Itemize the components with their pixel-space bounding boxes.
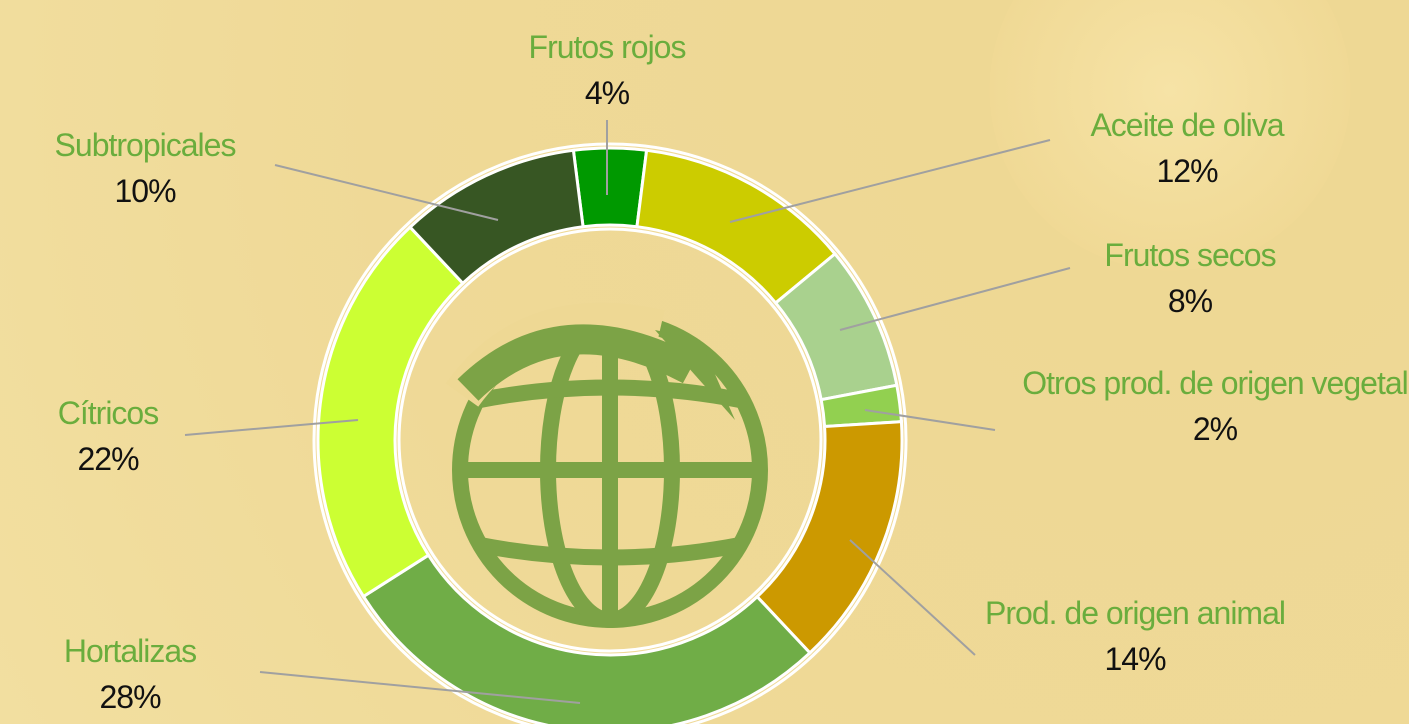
leader-line	[839, 267, 1071, 331]
value-label: 28%	[99, 679, 161, 715]
category-label: Prod. de origen animal	[985, 595, 1286, 631]
donut-segment	[571, 146, 649, 229]
data-label: Frutos secos 8%	[1104, 232, 1276, 324]
globe-icon	[445, 302, 768, 628]
leader-line	[849, 539, 976, 656]
data-label: Frutos rojos 4%	[528, 24, 687, 116]
value-label: 14%	[1104, 641, 1166, 677]
value-label: 2%	[1192, 411, 1238, 447]
value-label: 12%	[1156, 153, 1218, 189]
outer-ring	[312, 142, 908, 724]
leader-line	[184, 419, 359, 436]
leader-line	[259, 671, 581, 704]
data-label: Prod. de origen animal 14%	[985, 590, 1286, 682]
category-label: Frutos rojos	[528, 29, 687, 65]
donut-segment	[407, 148, 585, 286]
data-label: Otros prod. de origen vegetal 2%	[1020, 360, 1409, 452]
value-label: 8%	[1167, 283, 1213, 319]
inner-ring	[397, 227, 823, 653]
value-label: 10%	[114, 173, 176, 209]
leader-line	[274, 164, 499, 221]
data-label: Hortalizas 28%	[63, 628, 197, 720]
donut-segment	[361, 553, 813, 724]
data-label: Cítricos 22%	[57, 390, 159, 482]
leader-line	[729, 139, 1051, 223]
category-label: Cítricos	[57, 395, 159, 431]
value-label: 4%	[584, 75, 630, 111]
leader-line	[864, 409, 996, 431]
category-label: Frutos secos	[1104, 237, 1276, 273]
category-label: Otros prod. de origen vegetal	[1022, 365, 1408, 401]
donut-segment	[316, 225, 465, 599]
data-label: Subtropicales 10%	[54, 122, 237, 214]
data-label: Aceite de oliva 12%	[1090, 102, 1284, 194]
value-label: 22%	[77, 441, 139, 477]
category-label: Subtropicales	[54, 127, 237, 163]
category-label: Hortalizas	[63, 633, 197, 669]
category-label: Aceite de oliva	[1090, 107, 1284, 143]
